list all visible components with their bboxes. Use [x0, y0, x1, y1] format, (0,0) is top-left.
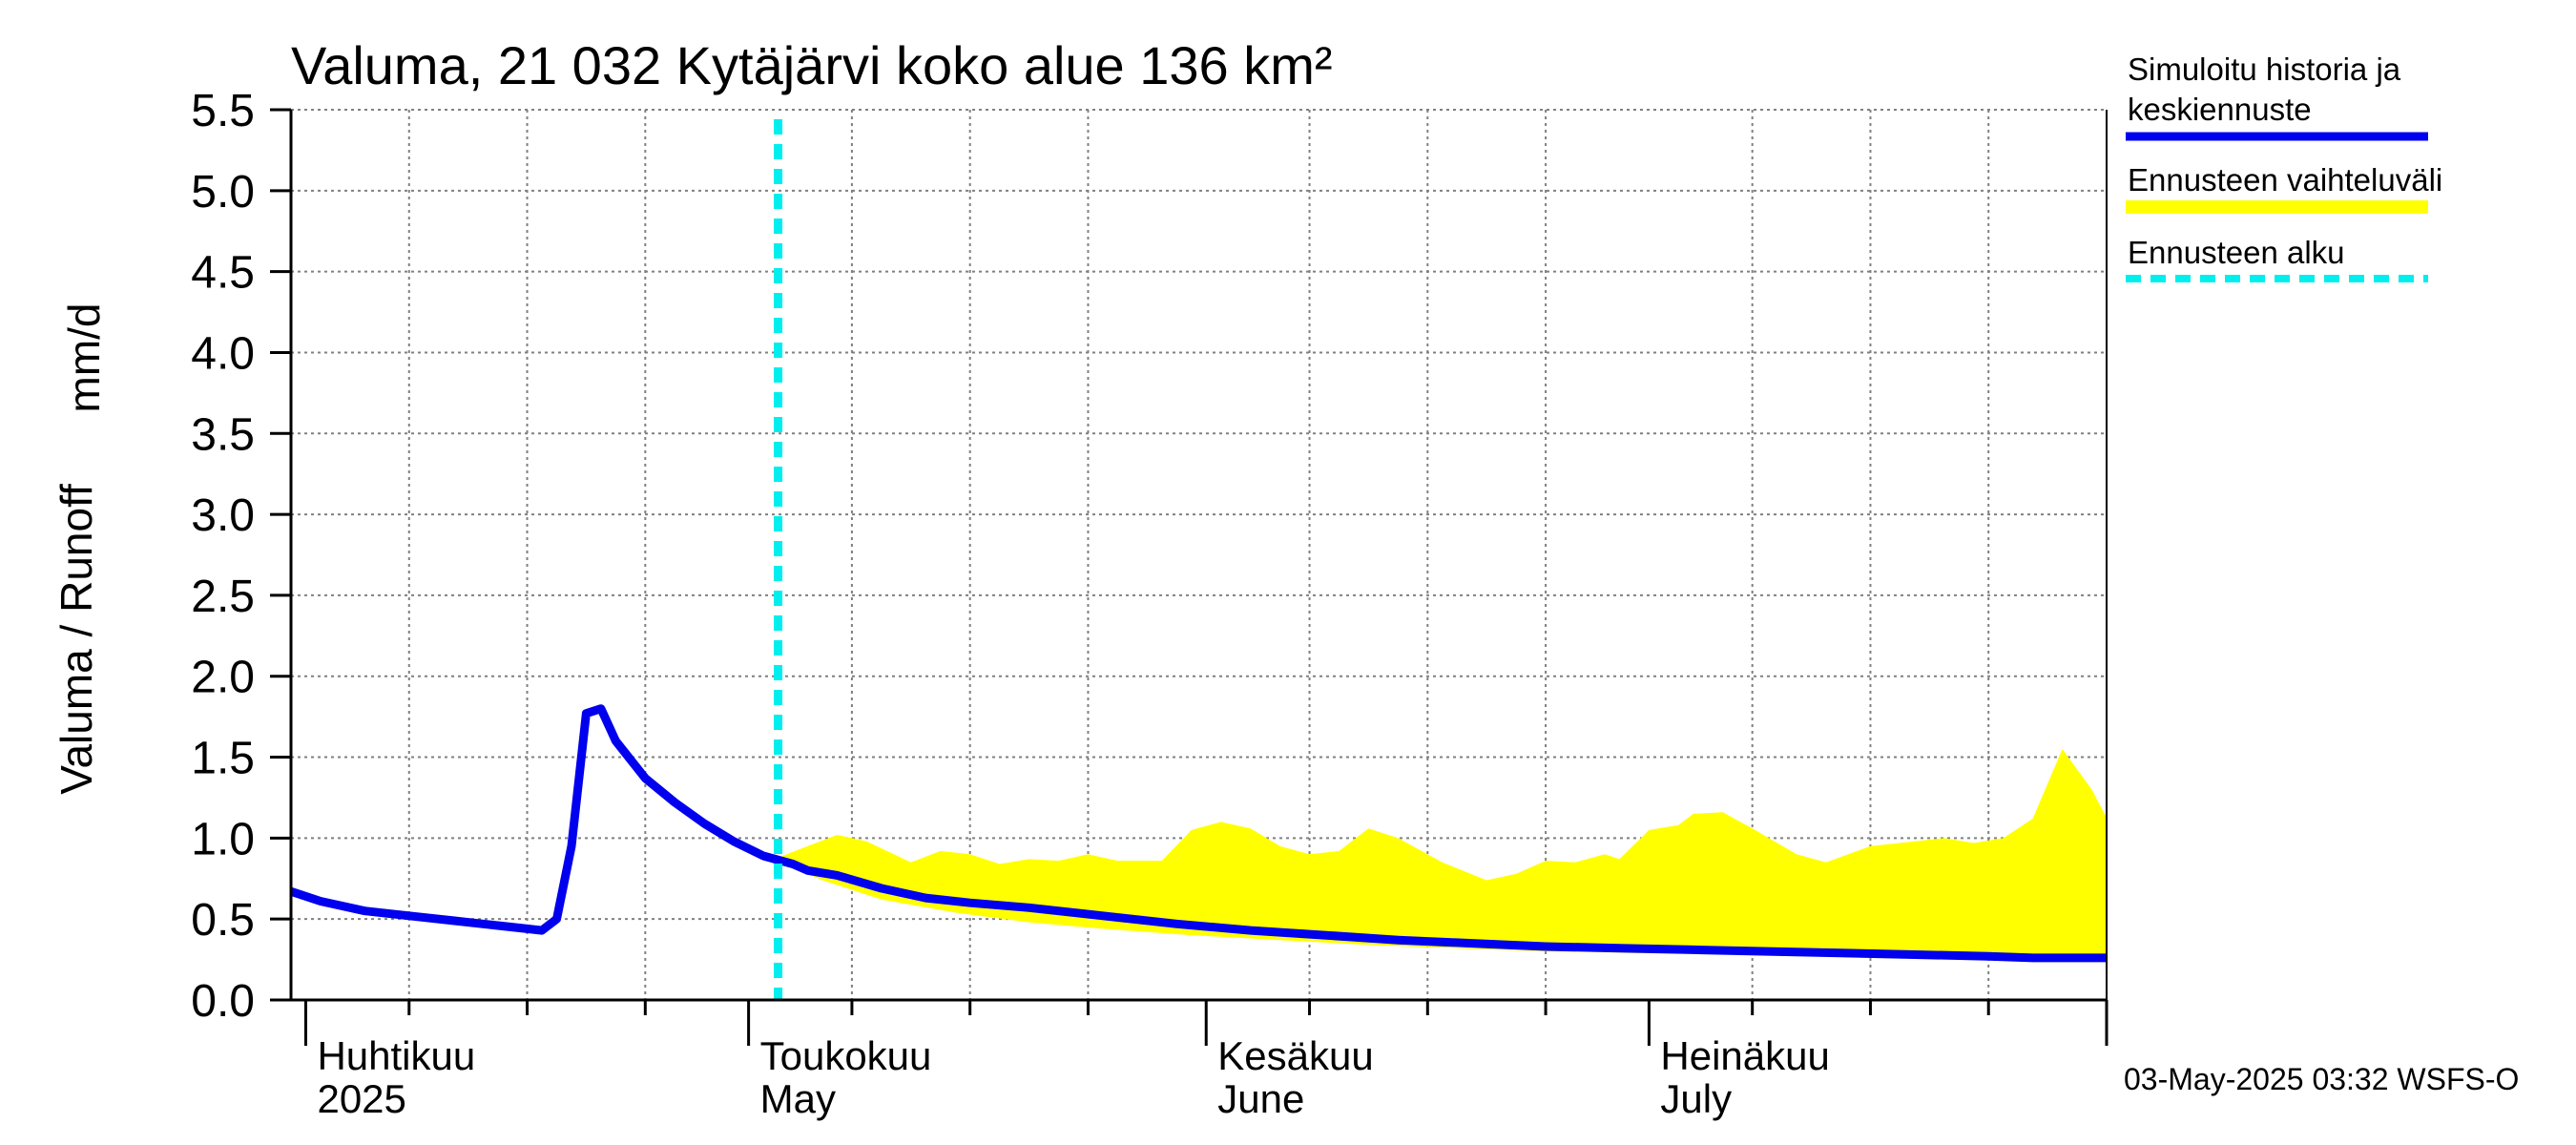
y-tick-label-7: 3.5: [191, 409, 255, 460]
x-month-label-en-2: June: [1217, 1076, 1304, 1121]
legend-label-forecast-start: Ennusteen alku: [2128, 235, 2345, 270]
axes: [270, 108, 2109, 1046]
x-month-label-fi-0: Huhtikuu: [317, 1033, 475, 1078]
y-tick-labels: 0.0 0.5 1.0 1.5 2.0 2.5 3.0 3.5 4.0 4.5 5.0 5.5: [191, 86, 255, 1027]
legend-label-simulated-2: keskiennuste: [2128, 92, 2312, 127]
y-tick-label-11: 5.5: [191, 86, 255, 136]
forecast-range-area: [778, 749, 2107, 960]
x-month-label-en-0: 2025: [317, 1076, 405, 1121]
forecast-range-band: [778, 749, 2107, 960]
legend: Simuloitu historia ja keskiennuste Ennus…: [2126, 52, 2442, 282]
y-tick-label-5: 2.5: [191, 572, 255, 622]
chart-title: Valuma, 21 032 Kytäjärvi koko alue 136 k…: [291, 35, 1333, 95]
x-month-label-fi-2: Kesäkuu: [1217, 1033, 1373, 1078]
legend-label-simulated-1: Simuloitu historia ja: [2128, 52, 2401, 87]
x-month-label-fi-3: Heinäkuu: [1660, 1033, 1829, 1078]
y-tick-label-0: 0.0: [191, 976, 255, 1027]
timestamp: 03-May-2025 03:32 WSFS-O: [2124, 1062, 2519, 1096]
y-tick-label-10: 5.0: [191, 167, 255, 218]
x-month-label-fi-1: Toukokuu: [760, 1033, 932, 1078]
y-tick-label-3: 1.5: [191, 734, 255, 784]
series-lines: [291, 119, 2107, 1000]
y-tick-label-1: 0.5: [191, 895, 255, 946]
x-month-label-en-3: July: [1660, 1076, 1732, 1121]
x-month-label-en-1: May: [760, 1076, 836, 1121]
simulated-runoff-line: [291, 704, 2107, 963]
legend-label-range: Ennusteen vaihteluväli: [2128, 162, 2442, 198]
y-tick-label-9: 4.5: [191, 248, 255, 299]
y-axis-label: Valuma / Runoff: [52, 484, 101, 795]
y-tick-label-8: 4.0: [191, 328, 255, 379]
y-tick-label-2: 1.0: [191, 814, 255, 864]
y-axis-unit: mm/d: [59, 303, 109, 413]
y-tick-label-6: 3.0: [191, 490, 255, 541]
y-tick-label-4: 2.0: [191, 653, 255, 703]
